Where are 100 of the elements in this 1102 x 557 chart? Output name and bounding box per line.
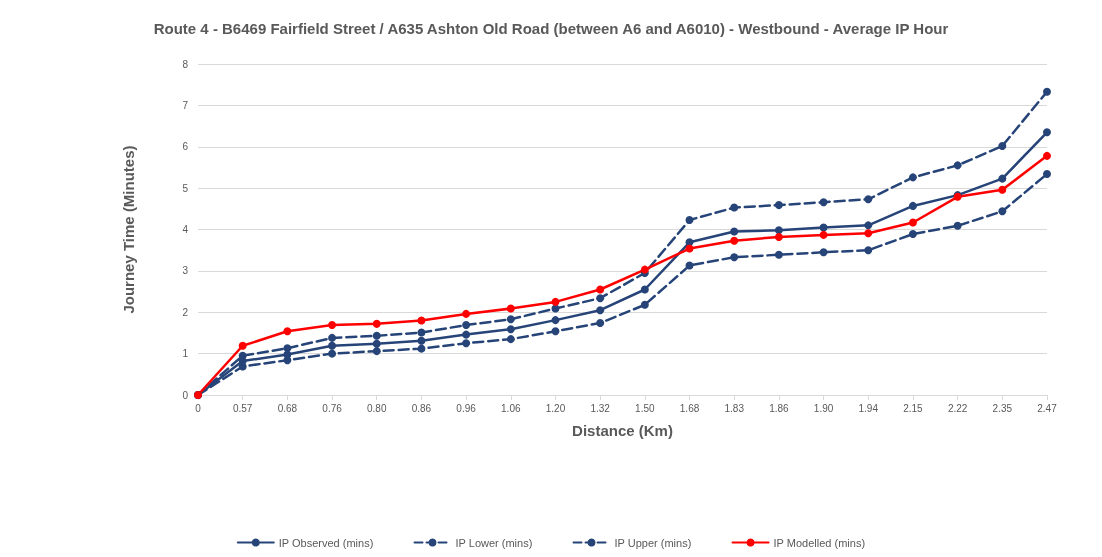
point xyxy=(462,339,471,348)
y-tick-label: 2 xyxy=(182,306,189,318)
point xyxy=(372,319,381,328)
point xyxy=(998,185,1007,194)
x-tick-label: 1.68 xyxy=(679,402,700,414)
point xyxy=(417,336,426,345)
x-tick-label: 2.22 xyxy=(947,402,968,414)
point xyxy=(730,203,739,212)
point xyxy=(774,232,783,241)
point xyxy=(640,300,649,309)
point xyxy=(506,325,515,334)
point xyxy=(685,244,694,253)
point xyxy=(238,351,247,360)
point xyxy=(819,198,828,207)
point xyxy=(685,215,694,224)
legend-label: IP Modelled (mins) xyxy=(773,536,866,549)
point xyxy=(596,294,605,303)
point xyxy=(417,344,426,353)
point xyxy=(730,236,739,245)
point xyxy=(238,362,247,371)
x-tick-label: 2.35 xyxy=(992,402,1013,414)
point xyxy=(506,335,515,344)
x-tick-label: 1.20 xyxy=(545,402,566,414)
point xyxy=(551,297,560,306)
point xyxy=(1043,170,1051,179)
x-tick-label: 1.06 xyxy=(501,402,521,414)
y-tick-label: 7 xyxy=(182,99,189,111)
point xyxy=(417,328,426,337)
x-tick-label: 0.57 xyxy=(232,402,253,414)
x-tick-label: 0.86 xyxy=(411,402,432,414)
x-tick-label: 0.68 xyxy=(277,402,298,414)
point xyxy=(953,221,962,230)
point xyxy=(1043,151,1051,160)
x-tick-label: 0 xyxy=(195,402,202,414)
point xyxy=(864,221,873,230)
point xyxy=(506,315,515,324)
point xyxy=(1043,87,1051,96)
point xyxy=(283,327,292,336)
legend-label: IP Upper (mins) xyxy=(614,536,692,549)
point xyxy=(283,356,292,365)
x-tick-label: 2.47 xyxy=(1037,402,1058,414)
x-tick-label: 1.94 xyxy=(858,402,879,414)
y-tick-label: 6 xyxy=(182,141,189,153)
point xyxy=(730,253,739,262)
x-tick-label: 1.50 xyxy=(635,402,656,414)
point xyxy=(998,141,1007,150)
y-axis-title: Journey Time (Minutes) xyxy=(120,145,137,314)
point xyxy=(596,285,605,294)
point xyxy=(372,331,381,340)
point xyxy=(640,285,649,294)
x-tick-label: 2.15 xyxy=(903,402,924,414)
point xyxy=(596,319,605,328)
point xyxy=(730,227,739,236)
point xyxy=(283,344,292,353)
point xyxy=(998,207,1007,216)
point xyxy=(864,195,873,204)
x-tick-label: 1.83 xyxy=(724,402,745,414)
y-tick-label: 8 xyxy=(182,58,189,70)
point xyxy=(908,201,917,210)
point xyxy=(328,341,337,350)
point xyxy=(908,230,917,239)
legend-label: IP Lower (mins) xyxy=(455,536,533,549)
point xyxy=(596,306,605,315)
point xyxy=(462,330,471,339)
point xyxy=(372,347,381,356)
point xyxy=(819,248,828,257)
point xyxy=(238,341,247,350)
point xyxy=(864,246,873,255)
point xyxy=(328,321,337,330)
point xyxy=(819,223,828,232)
point xyxy=(998,174,1007,183)
x-axis-title: Distance (Km) xyxy=(572,422,673,439)
point xyxy=(372,339,381,348)
point xyxy=(462,321,471,330)
point xyxy=(908,173,917,182)
point xyxy=(864,229,873,238)
y-tick-label: 5 xyxy=(182,182,189,194)
point xyxy=(506,304,515,313)
point xyxy=(685,261,694,270)
point xyxy=(908,218,917,227)
y-tick-label: 4 xyxy=(182,224,189,235)
x-tick-label: 0.80 xyxy=(367,402,387,414)
point xyxy=(774,226,783,235)
point xyxy=(774,201,783,210)
point xyxy=(774,250,783,259)
y-tick-label: 0 xyxy=(182,389,189,401)
legend-label: IP Observed (mins) xyxy=(278,536,374,549)
point xyxy=(819,230,828,239)
x-tick-label: 0.76 xyxy=(322,402,343,414)
point xyxy=(462,309,471,318)
x-tick-label: 1.90 xyxy=(813,402,834,414)
x-tick-label: 1.32 xyxy=(590,402,611,414)
point xyxy=(551,327,560,336)
x-tick-label: 1.86 xyxy=(769,402,790,414)
point xyxy=(417,316,426,325)
x-tick-label: 0.96 xyxy=(456,402,477,414)
point xyxy=(328,333,337,342)
chart-title: Route 4 - B6469 Fairfield Street / A635 Ashton Old Road (between A6 and A6010) - Westbound - Average IP Hour xyxy=(153,20,949,37)
point xyxy=(328,349,337,358)
point xyxy=(953,161,962,170)
